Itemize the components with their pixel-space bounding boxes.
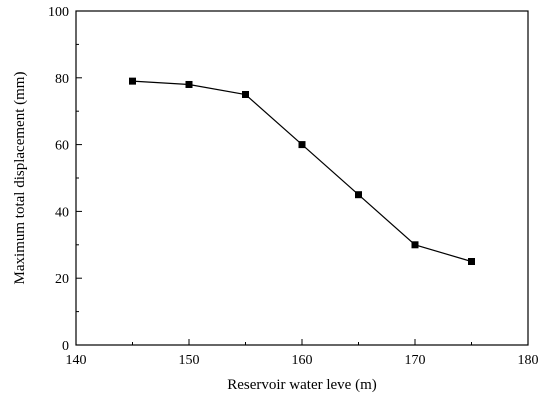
x-tick-label: 170 bbox=[405, 353, 426, 368]
data-point bbox=[129, 77, 136, 85]
data-point bbox=[468, 258, 475, 265]
y-tick-label: 20 bbox=[55, 272, 69, 287]
plot-frame bbox=[75, 10, 529, 346]
y-axis-title: Maximum total displacement (mm) bbox=[12, 72, 28, 285]
x-tick-label: 150 bbox=[179, 353, 200, 368]
data-point bbox=[355, 191, 362, 199]
data-point bbox=[411, 241, 419, 249]
data-point bbox=[242, 91, 249, 98]
y-tick-label: 80 bbox=[55, 72, 69, 87]
series-line bbox=[132, 80, 472, 263]
x-axis-title: Reservoir water leve (m) bbox=[227, 377, 377, 393]
data-point bbox=[298, 141, 306, 149]
tick-labels: 140 150 160 170 180 0 20 40 60 80 100 bbox=[48, 5, 539, 368]
x-tick-label: 160 bbox=[292, 353, 313, 368]
series-group bbox=[129, 77, 475, 265]
axis-ticks bbox=[75, 10, 529, 346]
data-point bbox=[185, 80, 193, 88]
x-tick-label: 140 bbox=[66, 353, 87, 368]
y-tick-label: 60 bbox=[55, 139, 69, 154]
y-tick-label: 0 bbox=[62, 339, 69, 354]
y-tick-label: 100 bbox=[48, 5, 69, 20]
y-tick-label: 40 bbox=[55, 205, 69, 220]
x-tick-label: 180 bbox=[518, 353, 539, 368]
